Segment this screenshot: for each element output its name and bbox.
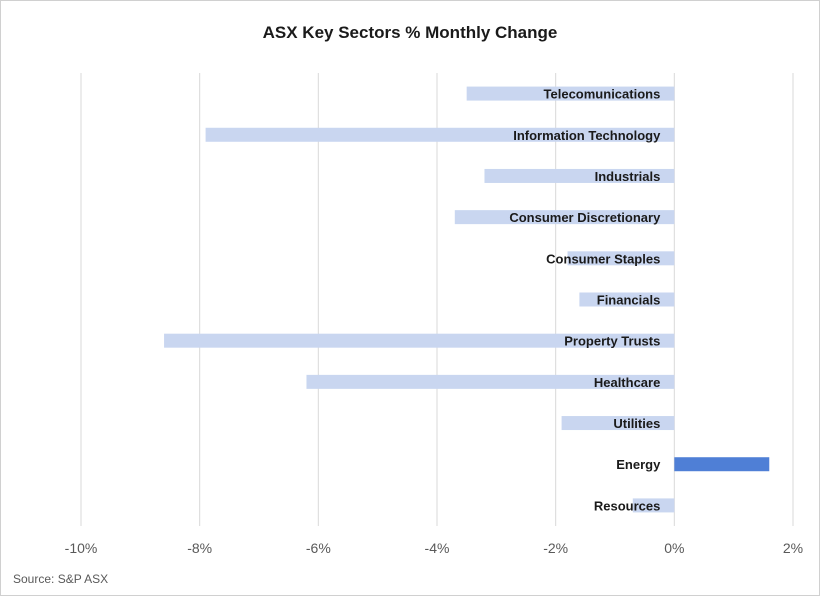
category-label: Property Trusts (564, 334, 660, 349)
category-label: Industrials (595, 169, 661, 184)
x-tick-label: -10% (65, 540, 98, 556)
category-label: Healthcare (594, 375, 660, 390)
category-label: Financials (597, 293, 661, 308)
x-tick-label: -4% (425, 540, 450, 556)
bar (484, 168, 675, 183)
bar (164, 333, 675, 348)
bar (632, 498, 675, 513)
x-tick-label: -8% (187, 540, 212, 556)
x-tick-label: 2% (783, 540, 803, 556)
x-tick-label: -2% (543, 540, 568, 556)
category-label: Energy (616, 457, 661, 472)
bar (561, 416, 675, 431)
bar (466, 86, 675, 101)
bar (205, 127, 675, 142)
chart-title: ASX Key Sectors % Monthly Change (262, 23, 558, 42)
category-label: Consumer Staples (546, 251, 660, 266)
bar (306, 374, 675, 389)
category-label: Information Technology (513, 128, 661, 143)
category-label: Consumer Discretionary (509, 210, 661, 225)
x-tick-label: -6% (306, 540, 331, 556)
bar (579, 292, 675, 307)
category-label: Resources (594, 498, 660, 513)
bar (567, 251, 675, 266)
bar (674, 457, 770, 472)
bar (454, 210, 675, 225)
x-tick-label: 0% (664, 540, 684, 556)
source-note: Source: S&P ASX (13, 572, 109, 586)
category-label: Utilities (613, 416, 660, 431)
category-label: Telecomunications (544, 87, 661, 102)
